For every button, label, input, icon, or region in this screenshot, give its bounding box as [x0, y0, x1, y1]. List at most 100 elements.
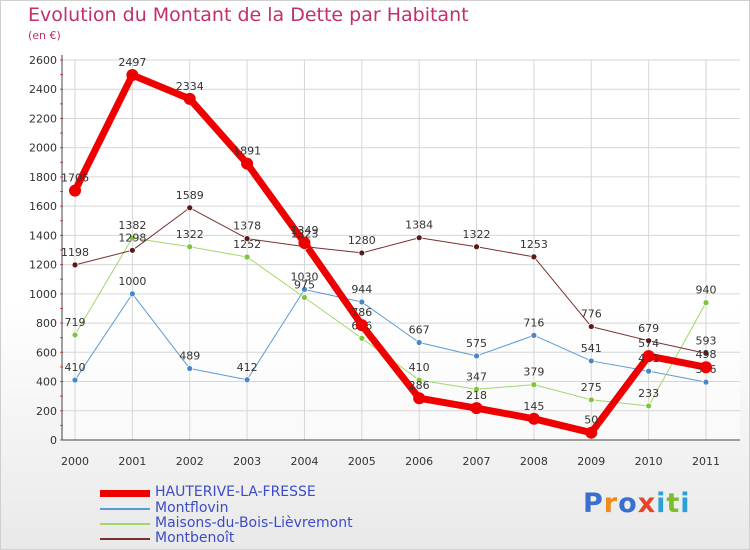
data-point — [473, 385, 480, 393]
data-point — [71, 331, 79, 339]
data-label: 667 — [409, 324, 430, 337]
data-label: 719 — [65, 316, 86, 329]
data-label: 1000 — [118, 275, 146, 288]
data-point — [473, 243, 480, 251]
data-label: 1322 — [176, 228, 204, 241]
data-point — [530, 381, 538, 389]
legend-label: Maisons-du-Bois-Lièvremont — [155, 515, 353, 531]
x-tick-label: 2004 — [290, 455, 318, 468]
data-label: 574 — [638, 337, 659, 350]
data-point — [530, 253, 538, 261]
y-tick-label: 2400 — [29, 83, 57, 96]
y-tick-label: 400 — [36, 376, 57, 389]
data-label: 776 — [581, 308, 602, 321]
data-label: 489 — [179, 350, 200, 363]
x-tick-label: 2001 — [118, 455, 146, 468]
data-point — [587, 357, 595, 365]
data-label: 2334 — [176, 80, 204, 93]
data-point — [415, 339, 423, 346]
y-tick-label: 800 — [36, 317, 57, 330]
logo-letter: o — [618, 488, 638, 519]
data-label: 498 — [696, 348, 717, 361]
logo-letter: i — [656, 488, 667, 519]
data-point — [413, 392, 426, 405]
logo-letter: P — [583, 488, 604, 519]
data-point — [69, 184, 81, 197]
data-label: 1298 — [118, 231, 146, 244]
legend-swatch — [100, 523, 150, 525]
logo-letter: i — [680, 488, 691, 519]
data-point — [527, 412, 540, 425]
data-label: 347 — [466, 370, 487, 383]
data-label: 1589 — [176, 189, 204, 202]
data-point — [298, 236, 311, 249]
data-label: 412 — [237, 361, 258, 374]
data-point — [71, 376, 79, 384]
logo-letter: x — [637, 488, 657, 519]
data-label: 975 — [294, 279, 315, 292]
x-tick-label: 2010 — [635, 455, 663, 468]
data-point — [645, 402, 653, 410]
data-point — [530, 331, 538, 339]
data-label: 2497 — [118, 56, 146, 69]
data-point — [243, 235, 251, 243]
logo-letter: t — [666, 488, 681, 519]
x-tick-label: 2002 — [176, 455, 204, 468]
y-tick-label: 2600 — [29, 54, 57, 67]
data-point — [183, 92, 196, 105]
legend-label: Montbenoît — [155, 530, 235, 546]
data-label: 940 — [696, 284, 717, 297]
data-label: 410 — [65, 361, 86, 374]
data-label: 1322 — [463, 228, 491, 241]
proxiti-logo: Proxiti — [583, 488, 691, 519]
data-label: 1030 — [290, 270, 318, 283]
x-tick-label: 2008 — [520, 455, 548, 468]
data-point — [186, 204, 194, 212]
legend-swatch — [100, 508, 150, 510]
x-tick-label: 2009 — [577, 455, 605, 468]
data-point — [128, 246, 136, 254]
series-line — [74, 207, 707, 354]
data-point — [243, 253, 251, 261]
data-label: 218 — [466, 389, 487, 402]
data-point — [587, 323, 595, 330]
data-label: 944 — [351, 283, 372, 296]
data-point — [585, 426, 598, 439]
x-tick-label: 2007 — [463, 455, 491, 468]
y-tick-label: 600 — [36, 346, 57, 359]
data-label: 145 — [523, 400, 544, 413]
series-line — [74, 288, 707, 383]
data-label: 1252 — [233, 238, 261, 251]
x-tick-label: 2011 — [692, 455, 720, 468]
x-tick-label: 2003 — [233, 455, 261, 468]
data-label: 1349 — [290, 224, 318, 237]
data-label: 1706 — [61, 172, 89, 185]
data-point — [473, 352, 480, 360]
data-label: 593 — [696, 334, 717, 347]
y-tick-label: 1200 — [29, 259, 57, 272]
logo-letter: r — [603, 488, 619, 519]
data-label: 275 — [581, 381, 602, 394]
y-tick-label: 1600 — [29, 200, 57, 213]
y-tick-label: 0 — [50, 434, 57, 447]
x-tick-label: 2005 — [348, 455, 376, 468]
data-point — [358, 298, 366, 306]
data-point — [645, 367, 653, 375]
data-label: 541 — [581, 342, 602, 355]
data-point — [358, 249, 366, 257]
chart-title: Evolution du Montant de la Dette par Hab… — [28, 4, 469, 26]
data-label: 716 — [523, 316, 544, 329]
data-point — [702, 378, 710, 386]
legend-swatch — [100, 489, 150, 497]
data-point — [128, 234, 136, 242]
data-point — [241, 157, 254, 170]
data-label: 1198 — [61, 246, 89, 259]
data-point — [587, 396, 595, 404]
plot-area — [62, 60, 740, 440]
data-label: 379 — [523, 366, 544, 379]
legend-swatch — [100, 538, 150, 540]
data-label: 1378 — [233, 220, 261, 233]
data-point — [186, 243, 194, 251]
data-label: 1382 — [118, 219, 146, 232]
y-tick-label: 1800 — [29, 171, 57, 184]
